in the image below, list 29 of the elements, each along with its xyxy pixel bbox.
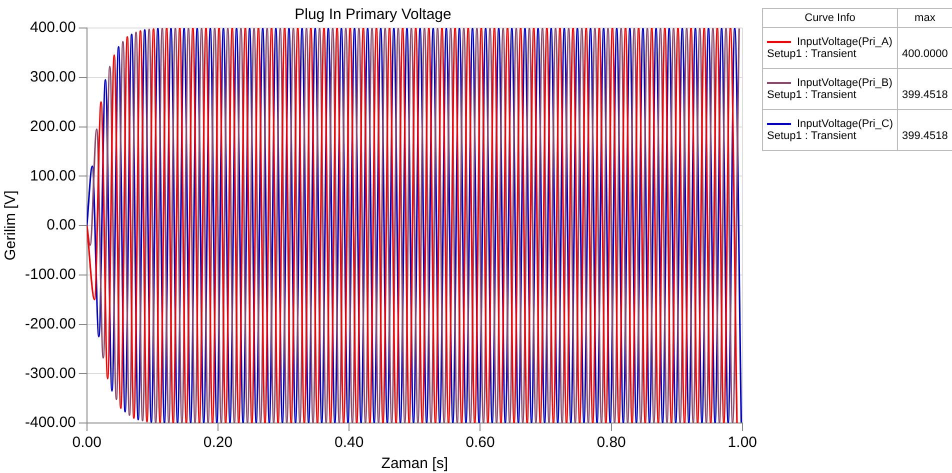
y-tick-label: 100.00 [30, 167, 76, 184]
text: Setup1 : Transient [767, 89, 858, 101]
y-tick-label: -300.00 [25, 364, 76, 382]
y-tick-label: 200.00 [30, 118, 76, 135]
text: Setup1 : Transient [767, 48, 858, 60]
x-tick-label: 0.20 [203, 434, 233, 452]
x-tick-label: 0.60 [466, 434, 495, 452]
x-tick-label: 0.00 [72, 434, 102, 452]
chart-title: Plug In Primary Voltage [294, 6, 452, 24]
text: 400.0000 [898, 28, 952, 68]
x-tick-label: 0.40 [334, 434, 364, 452]
legend-label: InputVoltage(Pri_B) [797, 77, 892, 89]
text: 399.4518 [898, 68, 952, 110]
y-tick-label: 400.00 [30, 19, 76, 36]
text: Setup1 : Transient [767, 130, 858, 142]
y-tick-label: -100.00 [25, 266, 76, 284]
legend-title: Curve Info [762, 8, 898, 28]
y-tick-label: -400.00 [25, 414, 76, 432]
x-tick-label: 0.80 [596, 434, 626, 452]
text: max [898, 8, 952, 28]
y-tick-label: 0.00 [46, 216, 76, 234]
x-tick-label: 1.00 [728, 434, 758, 452]
y-tick-label: 300.00 [30, 68, 76, 86]
y-tick-label: -200.00 [25, 315, 76, 332]
y-axis-title: Gerilim [V] [2, 190, 20, 261]
text: 399.4518 [898, 110, 952, 150]
legend-label: InputVoltage(Pri_A) [797, 36, 892, 48]
legend-label: InputVoltage(Pri_C) [797, 118, 893, 130]
x-axis-title: Zaman [s] [381, 455, 448, 472]
